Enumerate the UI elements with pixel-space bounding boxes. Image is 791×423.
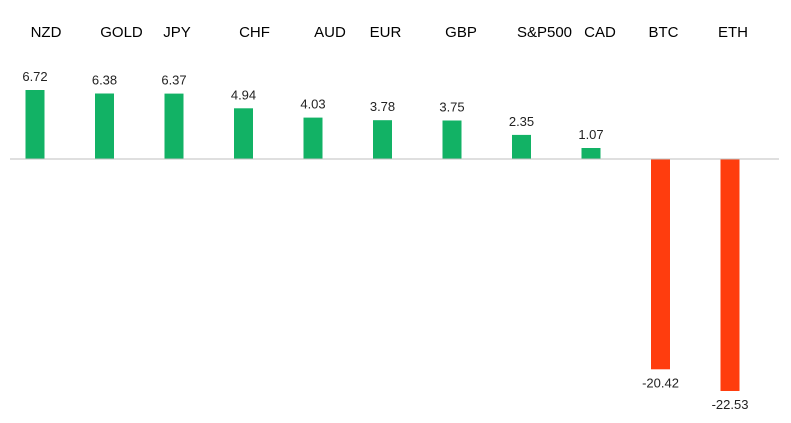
category-labels: NZD GOLD JPY CHF AUD EUR GBP S&P500 CAD BTC ETH: [31, 24, 748, 41]
data-label: 4.94: [231, 87, 256, 102]
category-label: EUR: [370, 24, 402, 41]
data-label: 3.75: [439, 100, 464, 115]
bar-sp500: [512, 134, 531, 159]
bar-gold: [95, 93, 114, 159]
data-label: -22.53: [712, 397, 749, 412]
category-label: GOLD: [100, 24, 143, 41]
data-label: 6.37: [161, 73, 186, 88]
bar-nzd: [25, 90, 45, 159]
bar-gbp: [442, 120, 462, 159]
bar-aud: [303, 117, 323, 159]
bar-eur: [373, 120, 392, 159]
category-label: BTC: [649, 24, 679, 41]
bar-eth: [720, 159, 740, 391]
value-labels: 6.72 6.38 6.37 4.94 4.03 3.78 3.75 2.35 1.07 -20.…: [22, 69, 748, 412]
category-label: ETH: [718, 24, 748, 41]
data-label: 3.78: [370, 99, 395, 114]
data-label: 6.72: [22, 69, 47, 84]
category-label: AUD: [314, 24, 346, 41]
category-label: JPY: [163, 24, 191, 41]
bar-cad: [581, 148, 601, 159]
bars-layer: [25, 90, 740, 391]
data-label: 4.03: [300, 97, 325, 112]
data-label: -20.42: [642, 375, 679, 390]
bar-btc: [651, 159, 670, 370]
bar-jpy: [164, 93, 184, 159]
data-label: 2.35: [509, 114, 534, 129]
data-label: 6.38: [92, 73, 117, 88]
category-label: CAD: [584, 24, 616, 41]
category-label: S&P500: [517, 24, 572, 41]
bar-chf: [234, 108, 253, 159]
category-label: CHF: [239, 24, 270, 41]
category-label: NZD: [31, 24, 62, 41]
category-label: GBP: [445, 24, 477, 41]
data-label: 1.07: [578, 127, 603, 142]
